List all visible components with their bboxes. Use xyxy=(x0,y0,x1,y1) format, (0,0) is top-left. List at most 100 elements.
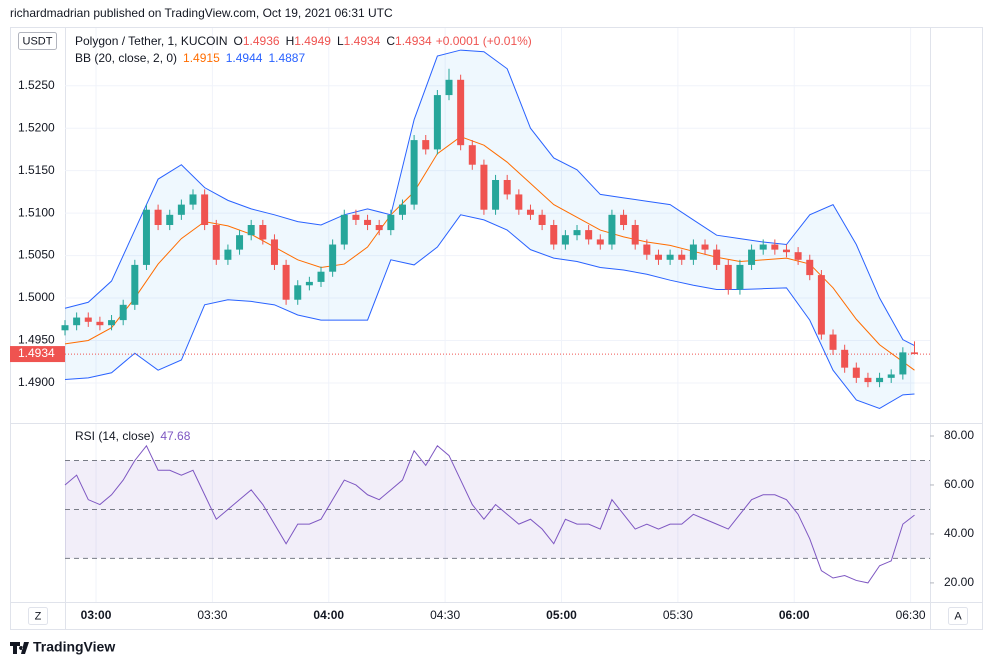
auto-button-label[interactable]: A xyxy=(954,610,962,622)
bb-legend: BB (20, close, 2, 0) 1.4915 1.4944 1.4887 xyxy=(75,51,305,65)
bb-title: BB (20, close, 2, 0) xyxy=(75,51,177,65)
candle-body xyxy=(154,209,162,225)
candle-body xyxy=(398,204,406,215)
candle-body xyxy=(317,271,325,282)
candle-body xyxy=(596,239,604,245)
candle-body xyxy=(236,235,244,250)
ohlc-key: O xyxy=(234,34,243,48)
rsi-title: RSI (14, close) xyxy=(75,429,154,443)
candle-body xyxy=(748,249,756,265)
candle-body xyxy=(433,95,441,150)
candle-body xyxy=(375,225,383,231)
candle-body xyxy=(166,214,174,225)
candle-body xyxy=(352,214,360,220)
candle-body xyxy=(131,264,139,305)
candle-body xyxy=(329,244,337,272)
symbol-legend: Polygon / Tether, 1, KUCOIN O1.4936 H1.494… xyxy=(75,34,532,48)
candle-body xyxy=(305,281,313,286)
rsi-tick-label: 60.00 xyxy=(944,477,974,491)
candle-body xyxy=(340,214,348,245)
rsi-tick-label: 40.00 xyxy=(944,526,974,540)
bb-value: 1.4887 xyxy=(268,51,305,65)
x-tick-label: 03:30 xyxy=(197,608,227,622)
candle-body xyxy=(480,164,488,210)
last-price-tag xyxy=(10,346,65,363)
ohlc-value: 1.4949 xyxy=(294,34,331,48)
y-tick-label: 1.5150 xyxy=(18,163,55,177)
candle-body xyxy=(631,225,639,245)
bb-line xyxy=(64,214,915,409)
candle-body xyxy=(61,325,69,331)
candle-body xyxy=(177,204,185,215)
candle-body xyxy=(841,349,849,368)
candle-body xyxy=(422,140,430,150)
y-tick-label: 1.5050 xyxy=(18,248,55,262)
bb-line xyxy=(64,49,915,347)
candle-body xyxy=(654,254,662,260)
candle-body xyxy=(96,321,104,326)
x-tick-label: 06:00 xyxy=(779,608,810,622)
candle-body xyxy=(259,225,267,240)
rsi-tick-label: 20.00 xyxy=(944,575,974,589)
y-tick-label: 1.4900 xyxy=(18,375,55,389)
rsi-line xyxy=(64,444,915,584)
candle-body xyxy=(282,264,290,300)
candle-body xyxy=(899,352,907,375)
candle-body xyxy=(294,285,302,300)
candle-body xyxy=(689,244,697,260)
candle-body xyxy=(119,304,127,321)
candle-body xyxy=(724,264,732,290)
candle-body xyxy=(142,209,150,265)
last-price-label: 1.4934 xyxy=(18,346,55,360)
ohlc-value: 1.4934 xyxy=(344,34,381,48)
bb-value: 1.4915 xyxy=(183,51,220,65)
y-tick-label: 1.4950 xyxy=(18,333,55,347)
brand-logo xyxy=(10,642,29,654)
currency-box[interactable] xyxy=(18,32,57,50)
candle-body xyxy=(515,194,523,210)
bb-value: 1.4944 xyxy=(226,51,263,65)
candle-body xyxy=(713,249,721,265)
candle-body xyxy=(887,374,895,378)
x-tick-label: 03:00 xyxy=(81,608,112,622)
rsi-tick-label: 80.00 xyxy=(944,428,974,442)
x-tick-label: 06:30 xyxy=(896,608,926,622)
candle-body xyxy=(736,264,744,290)
x-tick-label: 04:00 xyxy=(313,608,344,622)
candle-body xyxy=(526,209,534,215)
candle-body xyxy=(538,214,546,225)
candle-body xyxy=(852,367,860,378)
candle-body xyxy=(759,244,767,250)
candle-body xyxy=(84,317,92,322)
auto-button[interactable] xyxy=(948,607,968,625)
candle-body xyxy=(876,377,884,383)
candle-body xyxy=(492,179,500,210)
chart-frame xyxy=(10,27,983,630)
candle-body xyxy=(410,140,418,205)
rsi-legend: RSI (14, close) 47.68 xyxy=(75,429,191,443)
candle-body xyxy=(864,377,872,383)
zoom-button-label[interactable]: Z xyxy=(35,610,42,622)
candle-body xyxy=(701,244,709,250)
candle-body xyxy=(817,275,825,335)
candle-body xyxy=(585,230,593,240)
zoom-button[interactable] xyxy=(28,607,48,625)
ohlc-key: L xyxy=(337,34,344,48)
y-tick-label: 1.5250 xyxy=(18,78,55,92)
candle-body xyxy=(247,225,255,236)
candle-body xyxy=(445,79,453,96)
change-value: +0.0001 (+0.01%) xyxy=(436,34,532,48)
bb-fill xyxy=(65,50,915,409)
ohlc-key: C xyxy=(386,34,395,48)
y-tick-label: 1.5000 xyxy=(18,290,55,304)
candle-body xyxy=(468,145,476,165)
ohlc-value: 1.4936 xyxy=(243,34,280,48)
y-tick-label: 1.5100 xyxy=(18,205,55,219)
candle-body xyxy=(550,225,558,245)
candle-body xyxy=(387,214,395,231)
candle-body xyxy=(457,79,465,146)
candle-body xyxy=(794,252,802,260)
currency-label[interactable]: USDT xyxy=(23,35,53,47)
ohlc-key: H xyxy=(286,34,295,48)
candle-body xyxy=(189,194,197,205)
